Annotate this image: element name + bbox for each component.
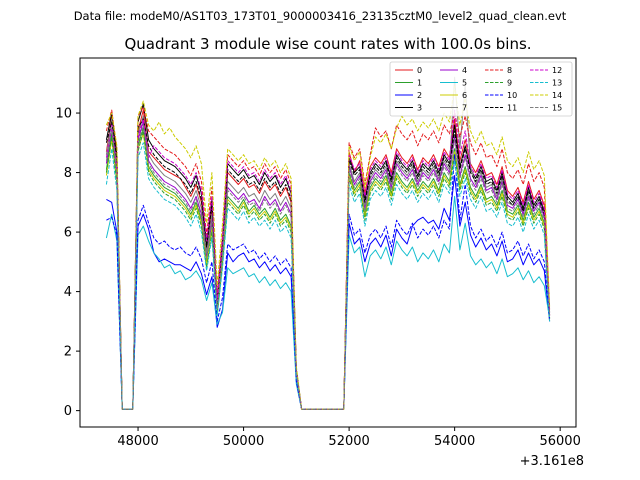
legend-label-7: 7 — [462, 104, 467, 113]
legend-label-12: 12 — [552, 66, 562, 75]
legend-label-1: 1 — [417, 79, 422, 88]
x-tick-label: 54000 — [434, 434, 475, 449]
x-tick-label: 56000 — [539, 434, 580, 449]
axes-frame — [79, 57, 577, 428]
legend-label-4: 4 — [462, 66, 467, 75]
legend-label-11: 11 — [507, 104, 517, 113]
series-line-10 — [106, 154, 551, 410]
legend-label-5: 5 — [462, 79, 467, 88]
y-tick-label: 6 — [64, 226, 72, 241]
legend-label-15: 15 — [552, 104, 562, 113]
y-tick-label: 8 — [64, 166, 72, 181]
legend-label-10: 10 — [507, 91, 517, 100]
series-line-14 — [105, 85, 551, 410]
legend-label-8: 8 — [507, 66, 512, 75]
legend-label-3: 3 — [417, 104, 422, 113]
legend-label-9: 9 — [507, 79, 512, 88]
x-axis-offset-label: +3.161e8 — [520, 454, 584, 469]
figure-suptitle: Data file: modeM0/AS1T03_173T01_90000034… — [74, 9, 567, 23]
legend-box — [389, 61, 573, 117]
y-tick-label: 2 — [64, 345, 72, 360]
x-tick-label: 48000 — [117, 434, 158, 449]
legend-label-6: 6 — [462, 91, 467, 100]
series-line-15 — [105, 124, 551, 410]
plot-area — [105, 76, 551, 410]
y-tick-label: 0 — [64, 404, 72, 419]
x-tick-label: 50000 — [223, 434, 264, 449]
y-tick-label: 10 — [55, 107, 72, 122]
y-tick-label: 4 — [64, 285, 72, 300]
x-tick-label: 52000 — [328, 434, 369, 449]
legend-label-14: 14 — [552, 91, 562, 100]
legend-label-13: 13 — [552, 79, 562, 88]
chart-title: Quadrant 3 module wise count rates with … — [124, 35, 531, 53]
legend-label-0: 0 — [417, 66, 422, 75]
legend-label-2: 2 — [417, 91, 422, 100]
